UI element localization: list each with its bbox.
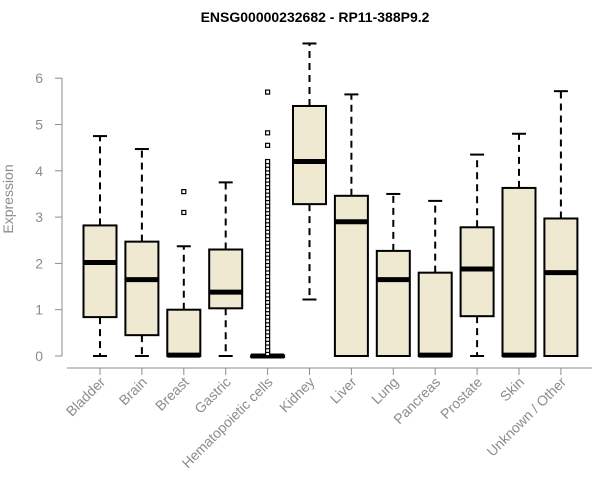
y-tick-label: 0	[35, 348, 43, 364]
box-brain	[124, 148, 160, 357]
y-axis-label: Expression	[0, 164, 16, 233]
iqr-box	[124, 240, 160, 337]
box-lung	[375, 192, 411, 357]
outlier-point	[265, 89, 271, 95]
iqr-box	[375, 249, 411, 357]
box-unknown-other	[543, 90, 579, 357]
x-tick-label: Liver	[327, 374, 360, 407]
box-kidney	[292, 42, 327, 301]
box-hematopoietic-cells	[250, 89, 286, 359]
x-tick-label: Unknown / Other	[483, 374, 569, 460]
iqr-box	[501, 186, 537, 357]
outlier-point	[181, 189, 187, 195]
y-tick-label: 1	[35, 302, 43, 318]
box-pancreas	[417, 199, 453, 358]
iqr-box	[82, 224, 118, 319]
chart-title: ENSG00000232682 - RP11-388P9.2	[201, 9, 430, 25]
outlier-point	[181, 209, 187, 216]
x-tick-label: Pancreas	[390, 374, 443, 427]
box-liver	[333, 93, 369, 357]
box-gastric	[208, 181, 244, 357]
y-tick-label: 2	[35, 255, 43, 271]
box-skin	[501, 132, 537, 358]
boxplot-series	[82, 42, 579, 359]
iqr-box	[459, 226, 495, 318]
outlier-point	[265, 142, 271, 148]
iqr-box	[166, 308, 202, 358]
x-tick-label: Kidney	[276, 374, 318, 416]
iqr-box	[292, 104, 327, 206]
y-axis-ticks: 0 1 2 3 4 5 6	[35, 70, 62, 364]
box-bladder	[82, 135, 118, 357]
iqr-box	[208, 248, 244, 310]
y-tick-label: 3	[35, 209, 43, 225]
x-tick-label: Prostate	[437, 374, 485, 422]
y-tick-label: 5	[35, 117, 43, 133]
x-tick-label: Bladder	[63, 374, 109, 420]
iqr-box	[543, 217, 579, 357]
iqr-box	[417, 271, 453, 357]
x-tick-label: Breast	[152, 374, 192, 414]
x-tick-label: Lung	[368, 374, 401, 407]
outlier-point	[265, 130, 271, 136]
box-breast	[166, 189, 202, 358]
outlier-point	[265, 158, 271, 165]
y-tick-label: 4	[35, 163, 43, 179]
y-tick-label: 6	[35, 70, 43, 86]
x-tick-label: Skin	[497, 374, 528, 405]
box-prostate	[459, 153, 495, 357]
x-tick-label: Brain	[116, 374, 150, 408]
